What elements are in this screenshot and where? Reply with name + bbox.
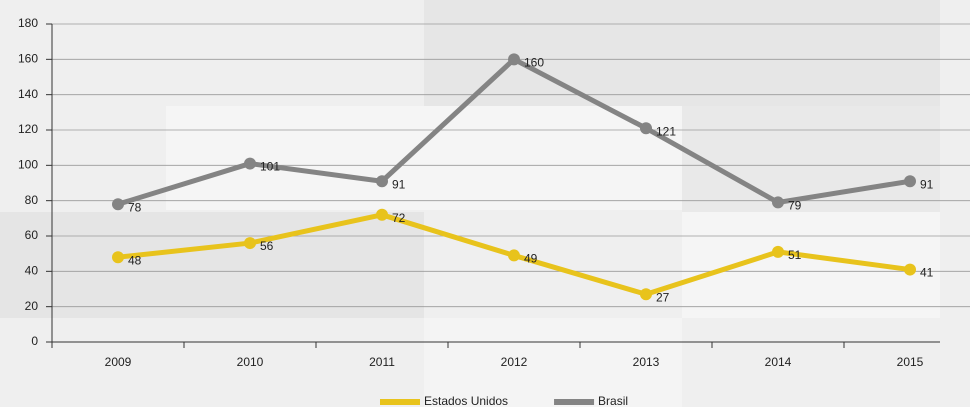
x-tick-label: 2009 — [105, 355, 132, 369]
legend-label: Brasil — [598, 394, 628, 407]
y-tick-label: 40 — [25, 264, 39, 278]
x-tick-label: 2010 — [237, 355, 264, 369]
y-tick-label: 100 — [18, 158, 38, 172]
y-tick-label: 120 — [18, 122, 38, 136]
legend-label: Estados Unidos — [424, 394, 508, 407]
y-tick-label: 160 — [18, 52, 38, 66]
x-tick-label: 2014 — [765, 355, 792, 369]
data-label: 78 — [128, 200, 142, 214]
point — [244, 237, 256, 250]
point — [508, 53, 520, 66]
y-tick-label: 80 — [25, 193, 39, 207]
point — [112, 251, 124, 264]
point — [904, 175, 916, 188]
background-patch — [424, 318, 682, 407]
y-tick-label: 0 — [31, 334, 38, 348]
data-label: 160 — [524, 56, 544, 70]
background-patch — [0, 212, 424, 318]
point — [904, 263, 916, 276]
data-label: 27 — [656, 290, 670, 304]
y-tick-label: 180 — [18, 16, 38, 30]
data-label: 79 — [788, 199, 802, 213]
data-label: 91 — [392, 177, 406, 191]
background-patch — [682, 106, 940, 212]
point — [772, 196, 784, 209]
x-tick-label: 2012 — [501, 355, 528, 369]
x-tick-label: 2013 — [633, 355, 660, 369]
data-label: 49 — [524, 252, 538, 266]
data-label: 101 — [260, 160, 280, 174]
x-tick-label: 2011 — [369, 355, 395, 369]
point — [376, 208, 388, 221]
background-patch — [424, 0, 940, 106]
data-label: 51 — [788, 248, 802, 262]
data-label: 72 — [392, 211, 406, 225]
data-label: 41 — [920, 266, 934, 280]
point — [772, 245, 784, 258]
point — [376, 175, 388, 188]
y-tick-label: 140 — [18, 87, 38, 101]
y-tick-label: 60 — [25, 228, 39, 242]
point — [640, 288, 652, 301]
point — [244, 157, 256, 170]
data-label: 48 — [128, 253, 142, 267]
background-patch — [166, 106, 682, 210]
data-label: 56 — [260, 239, 274, 253]
x-tick-label: 2015 — [897, 355, 924, 369]
point — [640, 122, 652, 135]
point — [508, 249, 520, 262]
background-patch — [682, 212, 940, 318]
data-label: 91 — [920, 177, 934, 191]
point — [112, 198, 124, 211]
y-tick-label: 20 — [25, 299, 39, 313]
data-label: 121 — [656, 124, 676, 138]
